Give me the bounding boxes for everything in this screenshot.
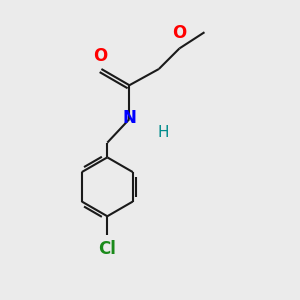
- Text: Cl: Cl: [98, 240, 116, 258]
- Text: H: H: [158, 125, 169, 140]
- Text: N: N: [122, 109, 136, 127]
- Text: O: O: [172, 24, 187, 42]
- Text: O: O: [93, 46, 107, 64]
